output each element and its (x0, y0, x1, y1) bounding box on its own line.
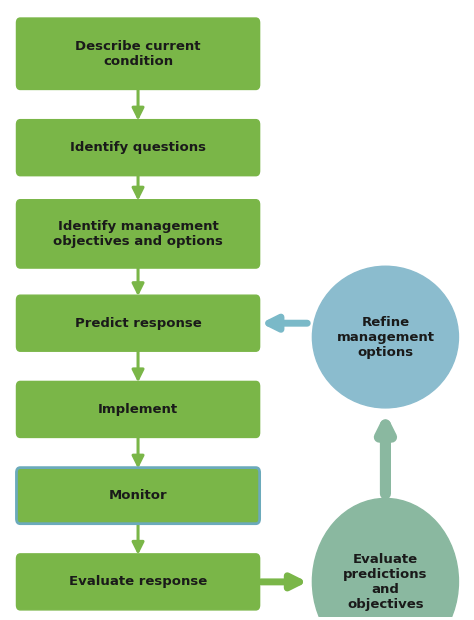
FancyBboxPatch shape (17, 295, 260, 351)
Text: Predict response: Predict response (75, 317, 201, 330)
FancyBboxPatch shape (17, 467, 260, 524)
Ellipse shape (312, 266, 458, 408)
Text: Identify management
objectives and options: Identify management objectives and optio… (53, 220, 223, 248)
FancyBboxPatch shape (17, 200, 260, 268)
Ellipse shape (312, 498, 458, 620)
Text: Evaluate
predictions
and
objectives: Evaluate predictions and objectives (343, 552, 428, 611)
FancyBboxPatch shape (17, 18, 260, 89)
FancyBboxPatch shape (17, 381, 260, 438)
Text: Refine
management
options: Refine management options (337, 316, 435, 358)
Text: Evaluate response: Evaluate response (69, 575, 207, 588)
Text: Implement: Implement (98, 403, 178, 416)
FancyBboxPatch shape (17, 554, 260, 610)
Text: Describe current
condition: Describe current condition (75, 40, 201, 68)
FancyBboxPatch shape (17, 120, 260, 175)
Text: Identify questions: Identify questions (70, 141, 206, 154)
Text: Monitor: Monitor (109, 489, 167, 502)
